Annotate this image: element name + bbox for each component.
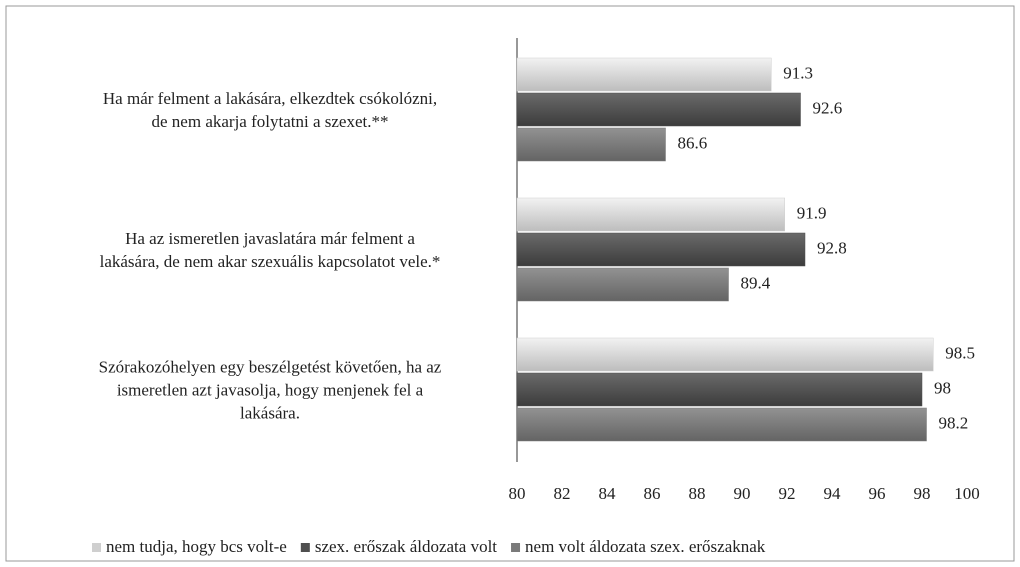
legend-label: nem tudja, hogy bcs volt-e bbox=[106, 537, 287, 556]
x-tick-label: 88 bbox=[689, 484, 706, 503]
value-label: 92.6 bbox=[813, 98, 843, 117]
x-tick-label: 90 bbox=[734, 484, 751, 503]
bar bbox=[516, 267, 729, 302]
x-tick-label: 82 bbox=[554, 484, 571, 503]
legend-label: szex. erőszak áldozata volt bbox=[315, 537, 497, 556]
legend-label: nem volt áldozata szex. erőszaknak bbox=[525, 537, 766, 556]
value-label: 98 bbox=[934, 378, 951, 397]
x-tick-label: 96 bbox=[869, 484, 886, 503]
legend-swatch bbox=[92, 543, 101, 552]
value-label: 86.6 bbox=[678, 133, 708, 152]
x-tick-label: 94 bbox=[824, 484, 842, 503]
value-label: 91.9 bbox=[797, 203, 827, 222]
x-tick-label: 98 bbox=[914, 484, 931, 503]
value-label: 91.3 bbox=[783, 63, 813, 82]
value-label: 89.4 bbox=[741, 273, 771, 292]
bar bbox=[516, 127, 666, 162]
category-label: Ha az ismeretlen javaslatára már felment… bbox=[99, 229, 441, 271]
legend-swatch bbox=[300, 543, 310, 552]
bar bbox=[516, 92, 801, 127]
bar bbox=[516, 407, 927, 442]
x-tick-label: 80 bbox=[509, 484, 526, 503]
x-tick-label: 92 bbox=[779, 484, 796, 503]
x-tick-label: 100 bbox=[954, 484, 980, 503]
legend-swatch bbox=[511, 543, 521, 552]
frame bbox=[5, 5, 1015, 562]
bar bbox=[516, 232, 806, 267]
value-label: 92.8 bbox=[817, 238, 847, 257]
value-label: 98.5 bbox=[945, 343, 975, 362]
bar bbox=[516, 372, 923, 407]
value-label: 98.2 bbox=[939, 413, 969, 432]
bar bbox=[516, 197, 785, 232]
x-tick-label: 86 bbox=[644, 484, 661, 503]
category-label: Szórakozóhelyen egy beszélgetést követőe… bbox=[98, 357, 442, 423]
category-label: Ha már felment a lakására, elkezdtek csó… bbox=[102, 89, 438, 131]
x-tick-label: 84 bbox=[599, 484, 617, 503]
bar bbox=[516, 337, 934, 372]
bar bbox=[516, 57, 772, 92]
